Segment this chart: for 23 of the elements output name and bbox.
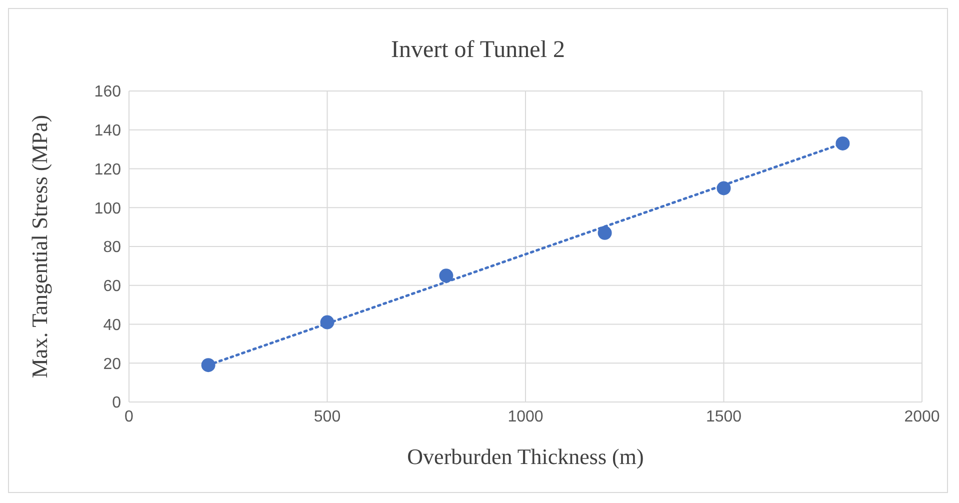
x-axis-title: Overburden Thickness (m) [407, 444, 644, 469]
y-tick-label: 80 [103, 239, 122, 256]
y-tick-label: 20 [103, 356, 122, 373]
x-tick-label: 0 [124, 408, 134, 426]
x-tick-label: 1500 [706, 408, 742, 426]
point [439, 268, 454, 283]
y-tick-label: 120 [94, 161, 122, 178]
point [836, 136, 850, 150]
y-tick-label: 160 [94, 84, 122, 101]
x-tick-label: 500 [314, 408, 341, 426]
x-tick-label: 1000 [508, 408, 544, 426]
chart-title: Invert of Tunnel 2 [390, 37, 566, 64]
point [320, 315, 334, 330]
y-tick-label: 140 [94, 122, 122, 140]
point [598, 226, 612, 240]
y-tick-label: 40 [103, 316, 122, 334]
x-tick-label: 2000 [904, 408, 940, 426]
y-tick-label: 0 [112, 394, 122, 412]
y-tick-label: 60 [103, 278, 122, 296]
point [716, 181, 731, 196]
point [201, 358, 216, 372]
y-tick-label: 100 [94, 200, 122, 218]
y-axis-title: Max. Tangential Stress (MPa) [26, 114, 52, 378]
